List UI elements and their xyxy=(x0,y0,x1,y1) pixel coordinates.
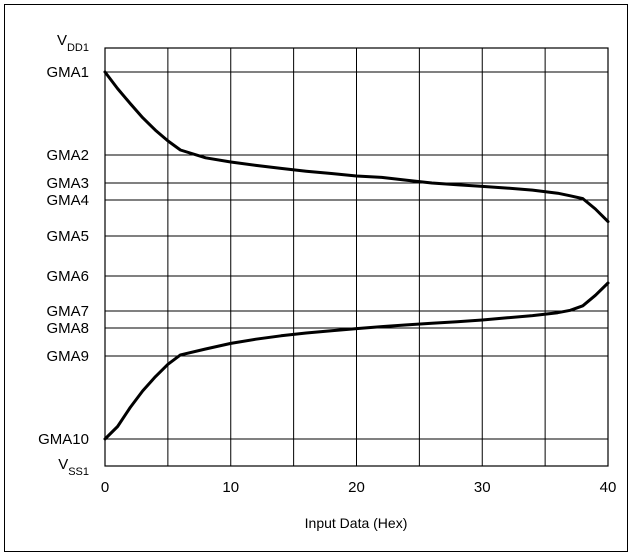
y-level-label: GMA9 xyxy=(46,348,89,365)
x-tick-label: 30 xyxy=(474,479,491,496)
y-level-label: GMA5 xyxy=(46,228,89,245)
y-level-label: GMA6 xyxy=(46,268,89,285)
gamma-curve-upper xyxy=(103,70,610,224)
y-level-label: GMA7 xyxy=(46,303,89,320)
y-level-label: GMA3 xyxy=(46,175,89,192)
y-level-label: VSS1 xyxy=(58,456,89,478)
y-level-label: GMA2 xyxy=(46,147,89,164)
plot-border xyxy=(104,47,609,467)
y-level-label: GMA4 xyxy=(46,192,89,209)
y-level-label: GMA8 xyxy=(46,320,89,337)
y-level-label: GMA10 xyxy=(38,431,89,448)
y-level-label: VDD1 xyxy=(57,32,89,54)
x-tick-label: 20 xyxy=(348,479,365,496)
x-tick-label: 40 xyxy=(600,479,617,496)
x-tick-label: 10 xyxy=(222,479,239,496)
x-axis-label: Input Data (Hex) xyxy=(305,515,408,531)
chart-frame xyxy=(4,4,628,552)
y-level-label: GMA1 xyxy=(46,64,89,81)
x-tick-label: 0 xyxy=(101,479,109,496)
gamma-curve-lower xyxy=(103,281,610,441)
